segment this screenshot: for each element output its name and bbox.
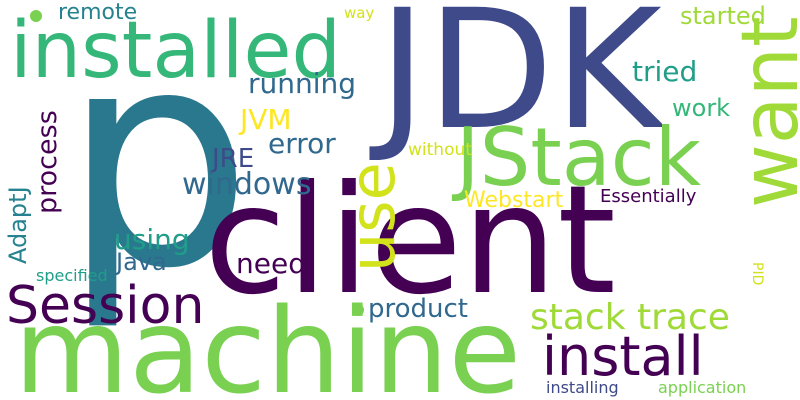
word-installed: installed [10,6,341,96]
word-pid: PID [749,262,765,286]
word-session: Session [6,276,205,336]
word-way: way [344,4,375,22]
word-adaptj: AdaptJ [4,186,32,264]
word-started: started [680,2,766,30]
word-specified: specified [36,266,108,285]
word-running: running [248,67,357,100]
word-using: using [114,223,190,256]
word-jstack: JStack [456,111,702,204]
word-p: p [62,0,253,334]
word-use: use [336,162,409,272]
word-tried: tried [632,55,698,88]
word-product: product [368,294,469,324]
word-work: work [672,94,731,122]
word-stack-trace: stack trace [530,297,730,338]
decorative-dot [352,304,364,316]
word-error: error [268,127,336,160]
word-remote: remote [58,0,138,25]
word-jdk: JDK [378,0,662,166]
word-windows: windows [182,167,312,202]
decorative-dot [30,10,42,22]
word-process: process [32,110,63,214]
word-install: install [542,325,704,388]
word-want: want [726,16,800,208]
word-installing: installing [546,378,619,397]
word-jvm: JVM [240,103,292,136]
word-machine: machine [14,282,522,400]
word-without: without [408,140,472,160]
word-webstart: Webstart [464,188,564,213]
word-need: need [236,247,306,280]
word-application: application [658,378,747,397]
word-essentially: Essentially [600,186,697,207]
word-client: client [204,154,616,328]
word-jre: JRE [212,144,255,174]
word-java: Java [116,248,167,276]
